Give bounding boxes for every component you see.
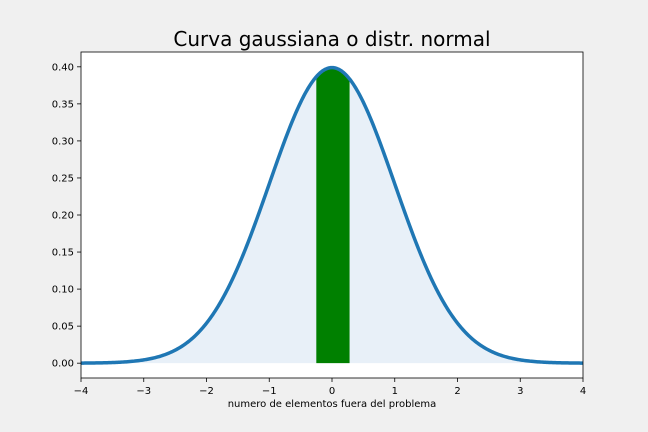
series-line-normal-curve <box>80 65 584 365</box>
x-tick-label: −1 <box>262 386 277 397</box>
x-tick-label: −3 <box>136 386 151 397</box>
x-axis-label: numero de elementos fuera del problema <box>228 399 437 410</box>
highlight-region <box>316 67 350 364</box>
y-tick-label: 0.20 <box>52 211 74 222</box>
y-tick-label: 0.00 <box>52 359 74 370</box>
x-tick-label: 0 <box>329 386 335 397</box>
x-tick-label: 4 <box>580 386 586 397</box>
x-tick-label: 3 <box>517 386 523 397</box>
y-tick-label: 0.40 <box>52 62 74 73</box>
y-tick-label: 0.05 <box>52 322 74 333</box>
y-tick-label: 0.10 <box>52 285 74 296</box>
y-tick-label: 0.30 <box>52 136 74 147</box>
y-tick-label: 0.25 <box>52 173 74 184</box>
chart-title: Curva gaussiana o distr. normal <box>173 27 490 51</box>
y-axis-ticks: 0.00 0.05 0.10 0.15 0.20 0.25 0.30 0.35 0.40 <box>52 62 81 370</box>
y-tick-label: 0.15 <box>52 248 74 259</box>
x-tick-label: 2 <box>454 386 460 397</box>
x-tick-label: 1 <box>392 386 398 397</box>
x-axis-ticks: −4 −3 −2 −1 0 1 2 3 4 <box>74 378 586 397</box>
x-tick-label: −2 <box>199 386 214 397</box>
y-tick-label: 0.35 <box>52 99 74 110</box>
x-tick-label: −4 <box>74 386 89 397</box>
chart-marks <box>80 65 584 365</box>
